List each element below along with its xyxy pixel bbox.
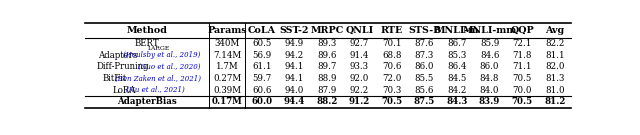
Text: 91.4: 91.4 <box>349 50 369 60</box>
Text: 1.7M: 1.7M <box>216 62 239 71</box>
Text: 84.8: 84.8 <box>480 74 499 83</box>
Text: 94.9: 94.9 <box>285 39 304 48</box>
Text: 91.2: 91.2 <box>349 97 370 106</box>
Text: 82.2: 82.2 <box>545 39 564 48</box>
Text: 70.5: 70.5 <box>381 97 403 106</box>
Text: (Ben Zaken et al., 2021): (Ben Zaken et al., 2021) <box>115 74 202 82</box>
Text: 86.4: 86.4 <box>447 62 467 71</box>
Text: RTE: RTE <box>381 26 403 35</box>
Text: 70.5: 70.5 <box>511 97 532 106</box>
Text: MNLI-mm: MNLI-mm <box>463 26 516 35</box>
Text: 60.6: 60.6 <box>252 86 271 95</box>
Text: 83.9: 83.9 <box>479 97 500 106</box>
Text: 60.5: 60.5 <box>252 39 271 48</box>
Text: 7.14M: 7.14M <box>213 50 241 60</box>
Text: 340M: 340M <box>214 39 240 48</box>
Text: 85.5: 85.5 <box>415 74 434 83</box>
Text: CoLA: CoLA <box>248 26 276 35</box>
Text: 72.0: 72.0 <box>382 74 402 83</box>
Text: 88.9: 88.9 <box>317 74 337 83</box>
Text: 89.3: 89.3 <box>317 39 337 48</box>
Text: 94.4: 94.4 <box>284 97 305 106</box>
Text: 86.7: 86.7 <box>447 39 467 48</box>
Text: 87.9: 87.9 <box>317 86 337 95</box>
Text: BERT: BERT <box>134 39 159 48</box>
Text: MRPC: MRPC <box>310 26 344 35</box>
Text: 0.39M: 0.39M <box>213 86 241 95</box>
Text: 81.2: 81.2 <box>544 97 566 106</box>
Text: Method: Method <box>127 26 168 35</box>
Text: 93.3: 93.3 <box>350 62 369 71</box>
Text: 94.1: 94.1 <box>285 62 304 71</box>
Text: 87.5: 87.5 <box>414 97 435 106</box>
Text: 84.0: 84.0 <box>480 86 499 95</box>
Text: 84.6: 84.6 <box>480 50 499 60</box>
Text: 94.0: 94.0 <box>285 86 304 95</box>
Text: 87.3: 87.3 <box>415 50 434 60</box>
Text: 94.2: 94.2 <box>285 50 304 60</box>
Text: 94.1: 94.1 <box>285 74 304 83</box>
Text: 86.0: 86.0 <box>415 62 434 71</box>
Text: 0.17M: 0.17M <box>212 97 243 106</box>
Text: 89.7: 89.7 <box>317 62 337 71</box>
Text: QQP: QQP <box>510 26 534 35</box>
Text: 72.1: 72.1 <box>513 39 532 48</box>
Text: 56.9: 56.9 <box>252 50 271 60</box>
Text: 68.8: 68.8 <box>382 50 402 60</box>
Text: MNLI-m: MNLI-m <box>435 26 479 35</box>
Text: 71.1: 71.1 <box>513 62 532 71</box>
Text: 87.6: 87.6 <box>415 39 434 48</box>
Text: LoRA: LoRA <box>112 86 136 95</box>
Text: 86.0: 86.0 <box>480 62 499 71</box>
Text: 89.6: 89.6 <box>317 50 337 60</box>
Text: 70.3: 70.3 <box>382 86 401 95</box>
Text: 88.2: 88.2 <box>316 97 337 106</box>
Text: 81.3: 81.3 <box>545 74 564 83</box>
Text: Diff-Pruning: Diff-Pruning <box>97 62 149 71</box>
Text: (Houlsby et al., 2019): (Houlsby et al., 2019) <box>124 51 200 59</box>
Text: Adapters: Adapters <box>98 50 137 60</box>
Text: (Hu et al., 2021): (Hu et al., 2021) <box>125 86 184 94</box>
Text: LARGE: LARGE <box>148 45 170 50</box>
Text: 85.9: 85.9 <box>480 39 499 48</box>
Text: 70.0: 70.0 <box>513 86 532 95</box>
Text: 84.3: 84.3 <box>446 97 468 106</box>
Text: 81.0: 81.0 <box>545 86 564 95</box>
Text: 82.0: 82.0 <box>545 62 564 71</box>
Text: 70.6: 70.6 <box>382 62 402 71</box>
Text: 81.1: 81.1 <box>545 50 564 60</box>
Text: 92.0: 92.0 <box>349 74 369 83</box>
Text: 84.2: 84.2 <box>447 86 467 95</box>
Text: (Guo et al., 2020): (Guo et al., 2020) <box>138 63 200 71</box>
Text: 85.3: 85.3 <box>447 50 467 60</box>
Text: AdapterBias: AdapterBias <box>117 97 177 106</box>
Text: 84.5: 84.5 <box>447 74 467 83</box>
Text: 70.5: 70.5 <box>513 74 532 83</box>
Text: 0.27M: 0.27M <box>213 74 241 83</box>
Text: BitFit: BitFit <box>103 74 127 83</box>
Text: 60.0: 60.0 <box>251 97 272 106</box>
Text: SST-2: SST-2 <box>280 26 309 35</box>
Text: STS-B: STS-B <box>408 26 441 35</box>
Text: Avg: Avg <box>545 26 564 35</box>
Text: 61.1: 61.1 <box>252 62 271 71</box>
Text: 71.8: 71.8 <box>513 50 532 60</box>
Text: 85.6: 85.6 <box>415 86 434 95</box>
Text: 92.2: 92.2 <box>349 86 369 95</box>
Text: QNLI: QNLI <box>346 26 373 35</box>
Text: Params: Params <box>207 26 247 35</box>
Text: 70.1: 70.1 <box>382 39 402 48</box>
Text: 59.7: 59.7 <box>252 74 271 83</box>
Text: 92.7: 92.7 <box>349 39 369 48</box>
